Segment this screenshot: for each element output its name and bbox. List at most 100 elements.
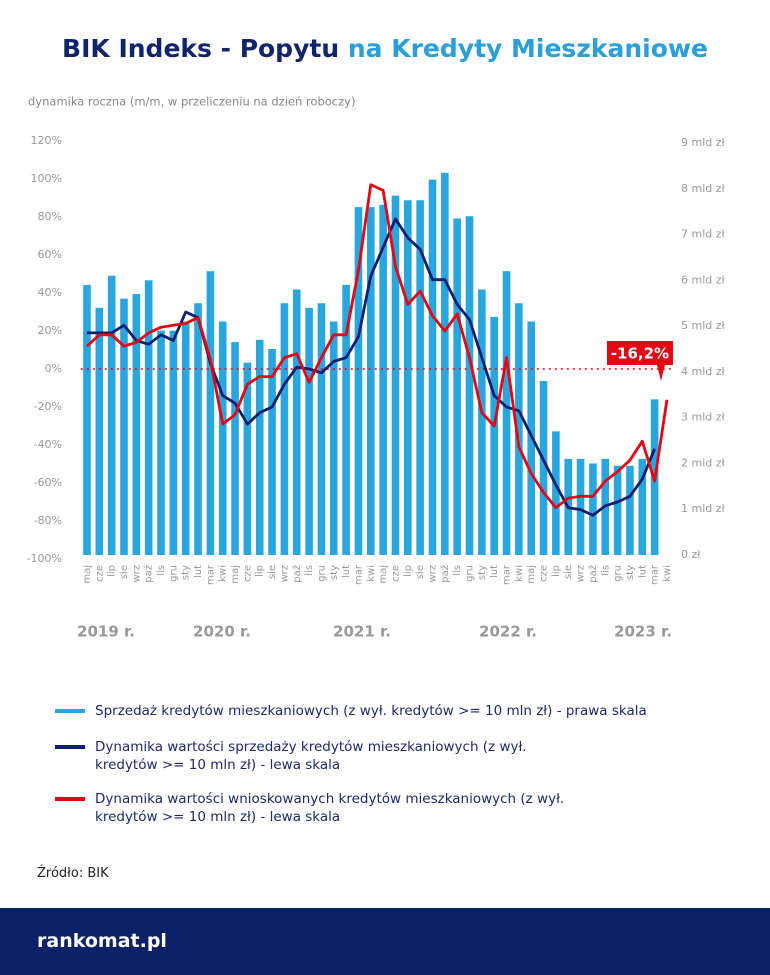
y2-tick-label: 0 zł [681,548,701,561]
x-tick-label: wrz [131,565,142,583]
bar [428,179,437,555]
bar [465,216,474,555]
bar [194,303,202,555]
x-tick-label: maj [230,565,241,584]
x-tick-label: sty [625,565,636,580]
bar [539,381,548,555]
bar [366,207,375,556]
x-tick-label: cze [539,565,550,582]
x-tick-label: paź [439,565,451,583]
value-label-text: -16,2% [611,345,669,363]
bar [638,458,647,555]
bar [169,330,178,555]
x-tick-label: gru [613,565,624,582]
bar [552,431,560,555]
y-tick-label: -40% [34,438,62,451]
x-tick-label: mar [205,564,216,585]
x-tick-label: lut [341,565,352,578]
year-label: 2023 r. [614,623,672,641]
x-tick-label: lut [637,565,648,578]
bar [416,200,424,555]
x-tick-label: mar [650,564,661,585]
bar [589,463,597,555]
y-tick-label: -100% [27,552,62,565]
bar [95,307,104,555]
bar [255,339,264,555]
x-tick-label: sty [329,565,340,580]
y-tick-label: -20% [34,400,62,413]
x-tick-label: wrz [427,565,438,583]
bar [243,362,252,555]
source: Źródło: BIK [37,866,109,881]
x-tick-label: sie [415,565,426,579]
y-tick-label: 60% [38,248,62,261]
x-tick-label: kwi [514,565,525,582]
x-tick-label: paź [587,565,599,583]
title-part: BIK Indeks - Popytu [62,34,339,63]
bar [206,271,215,555]
y-tick-label: 120% [31,134,62,147]
y2-tick-label: 5 mld zł [681,319,726,332]
x-tick-label: mar [502,564,513,585]
y2-tick-label: 3 mld zł [681,411,726,424]
bar [280,303,289,555]
y-tick-label: -80% [34,514,62,527]
legend-marker [55,797,85,801]
y2-tick-label: 1 mld zł [681,502,726,515]
bar [107,275,116,555]
legend-marker [55,709,85,713]
legend-text: Sprzedaż kredytów mieszkaniowych (z wył.… [95,703,647,719]
y2-tick-label: 7 mld zł [681,228,726,241]
bar [218,321,227,555]
bar [391,195,400,555]
year-label: 2021 r. [333,623,391,641]
y-tick-label: -60% [34,476,62,489]
x-tick-label: lip [551,565,562,577]
bar [626,465,634,555]
x-tick-label: lip [107,565,118,577]
x-tick-label: gru [168,565,179,582]
x-tick-label: lip [403,565,414,577]
x-tick-label: lut [193,565,204,578]
line [86,217,656,517]
x-tick-label: cze [390,565,401,582]
bar [354,207,363,556]
bar [317,303,326,555]
x-tick-label: gru [316,565,327,582]
x-tick-label: lis [600,565,611,576]
x-tick-label: lip [255,565,266,577]
bar [576,458,585,555]
x-tick-label: kwi [662,565,673,582]
bar [515,303,523,555]
y-tick-label: 100% [31,172,62,185]
x-tick-label: maj [526,565,537,584]
bar [453,218,461,556]
bar [292,289,301,555]
y2-tick-label: 4 mld zł [681,365,726,378]
y2-tick-label: 9 mld zł [681,136,726,149]
x-tick-label: maj [378,565,389,584]
bar [404,200,412,555]
bar [490,316,498,555]
x-tick-label: sie [563,565,574,579]
chart: BIK Indeks - Popytu na Kredyty Mieszkani… [27,34,726,641]
x-tick-label: lis [304,565,315,576]
subtitle: dynamika roczna (m/m, w przeliczeniu na … [28,95,355,109]
value-label: -16,2% [606,341,673,381]
bar [305,307,313,555]
x-tick-label: cze [242,565,253,582]
bar [120,298,128,555]
x-tick-label: sie [267,565,278,579]
x-tick-label: lis [156,565,167,576]
y2-tick-label: 6 mld zł [681,273,726,286]
bar [478,289,486,555]
x-tick-label: maj [82,565,93,584]
bar [379,204,387,556]
x-tick-label: kwi [366,565,377,582]
y-tick-label: 20% [38,324,62,337]
bar [329,321,338,555]
x-tick-label: wrz [279,565,290,583]
footer: rankomat.pl [0,908,770,975]
x-tick-label: paź [143,565,155,583]
